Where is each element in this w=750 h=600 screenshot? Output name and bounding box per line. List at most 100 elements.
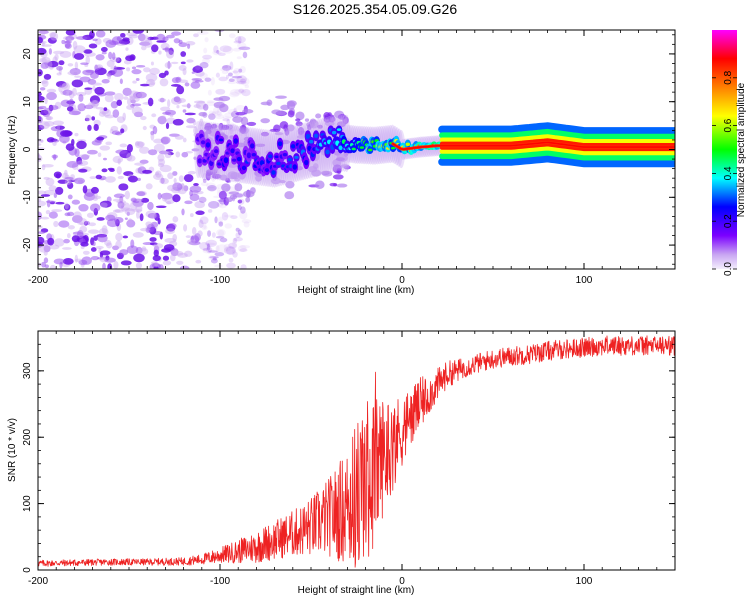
ridge-core <box>305 133 311 139</box>
noise-blob <box>157 217 161 225</box>
noise-blob <box>208 255 216 261</box>
noise-blob <box>93 235 98 241</box>
noise-blob <box>225 74 230 79</box>
noise-blob <box>185 125 197 129</box>
noise-blob <box>41 56 51 64</box>
noise-blob <box>38 154 43 163</box>
ridge-core <box>313 133 319 138</box>
snr-plot-area <box>38 331 675 570</box>
noise-blob <box>184 200 193 205</box>
noise-blob <box>186 117 196 124</box>
noise-blob <box>238 68 243 73</box>
noise-blob <box>274 132 284 136</box>
noise-blob <box>38 92 42 97</box>
ridge-core <box>282 153 288 157</box>
colorbar-tick-label: 0.2 <box>723 214 734 228</box>
noise-blob <box>172 118 184 126</box>
noise-blob <box>142 125 147 131</box>
ridge-band <box>439 128 675 140</box>
noise-blob <box>180 51 187 57</box>
noise-blob <box>66 106 74 112</box>
noise-blob <box>228 33 236 39</box>
noise-blob <box>78 218 88 226</box>
noise-blob <box>124 190 130 200</box>
noise-blob <box>212 257 217 261</box>
noise-blob <box>92 103 96 107</box>
noise-blob <box>214 252 225 257</box>
y-tick-label: -20 <box>22 237 33 252</box>
noise-blob <box>232 237 238 244</box>
noise-blob <box>95 30 106 38</box>
noise-blob <box>82 250 90 255</box>
noise-blob <box>217 229 225 237</box>
noise-blob <box>101 225 108 234</box>
x-tick-label: -100 <box>210 275 230 286</box>
noise-blob <box>216 244 228 253</box>
noise-blob <box>158 50 162 55</box>
noise-blob <box>149 81 155 86</box>
noise-blob <box>104 94 114 103</box>
noise-blob <box>119 249 129 256</box>
noise-blob <box>155 171 160 176</box>
colorbar-tick-label: 0.0 <box>723 262 734 276</box>
noise-blob <box>140 35 151 44</box>
noise-blob <box>168 133 180 137</box>
noise-blob <box>134 141 140 146</box>
noise-blob <box>48 185 57 192</box>
noise-blob <box>295 111 305 121</box>
noise-blob <box>122 235 129 239</box>
noise-blob <box>336 183 348 188</box>
noise-blob <box>99 145 111 151</box>
ridge-core <box>246 152 252 159</box>
noise-blob <box>87 229 100 234</box>
noise-blob <box>126 211 130 216</box>
y-tick-label: 10 <box>22 96 33 108</box>
noise-blob <box>38 244 50 253</box>
noise-blob <box>160 136 171 145</box>
ridge-core <box>231 158 237 162</box>
noise-blob <box>211 173 222 179</box>
noise-blob <box>199 61 209 69</box>
noise-blob <box>41 164 46 171</box>
noise-blob <box>172 250 184 256</box>
noise-blob <box>119 143 128 148</box>
noise-blob <box>172 194 181 203</box>
noise-blob <box>171 31 182 36</box>
noise-blob <box>96 136 105 141</box>
noise-blob <box>133 253 145 263</box>
noise-blob <box>153 143 165 152</box>
noise-blob <box>208 200 220 209</box>
noise-blob <box>94 64 99 72</box>
ridge-core <box>197 158 202 164</box>
noise-blob <box>45 209 51 215</box>
noise-blob <box>67 182 74 189</box>
noise-blob <box>149 242 158 246</box>
noise-blob <box>228 191 240 195</box>
noise-blob <box>212 50 222 56</box>
noise-blob <box>184 250 193 257</box>
ridge-core <box>218 138 224 142</box>
noise-blob <box>43 176 50 180</box>
noise-blob <box>86 212 94 218</box>
noise-blob <box>199 118 204 127</box>
noise-blob <box>122 37 130 42</box>
noise-blob <box>38 231 46 235</box>
noise-blob <box>94 86 105 95</box>
ridge-core <box>213 149 219 154</box>
noise-blob <box>218 204 227 209</box>
y-tick-label: 0 <box>22 146 33 152</box>
noise-blob <box>76 91 87 97</box>
ridge-core <box>294 155 299 159</box>
noise-blob <box>91 116 96 121</box>
noise-blob <box>237 245 247 253</box>
ridge-core <box>277 141 283 147</box>
x-tick-label: -200 <box>28 275 48 286</box>
ridge-core <box>264 168 270 172</box>
noise-blob <box>136 210 140 219</box>
noise-blob <box>107 263 113 269</box>
noise-blob <box>237 42 247 49</box>
noise-blob <box>234 36 246 44</box>
noise-blob <box>48 211 58 219</box>
noise-blob <box>58 60 65 66</box>
